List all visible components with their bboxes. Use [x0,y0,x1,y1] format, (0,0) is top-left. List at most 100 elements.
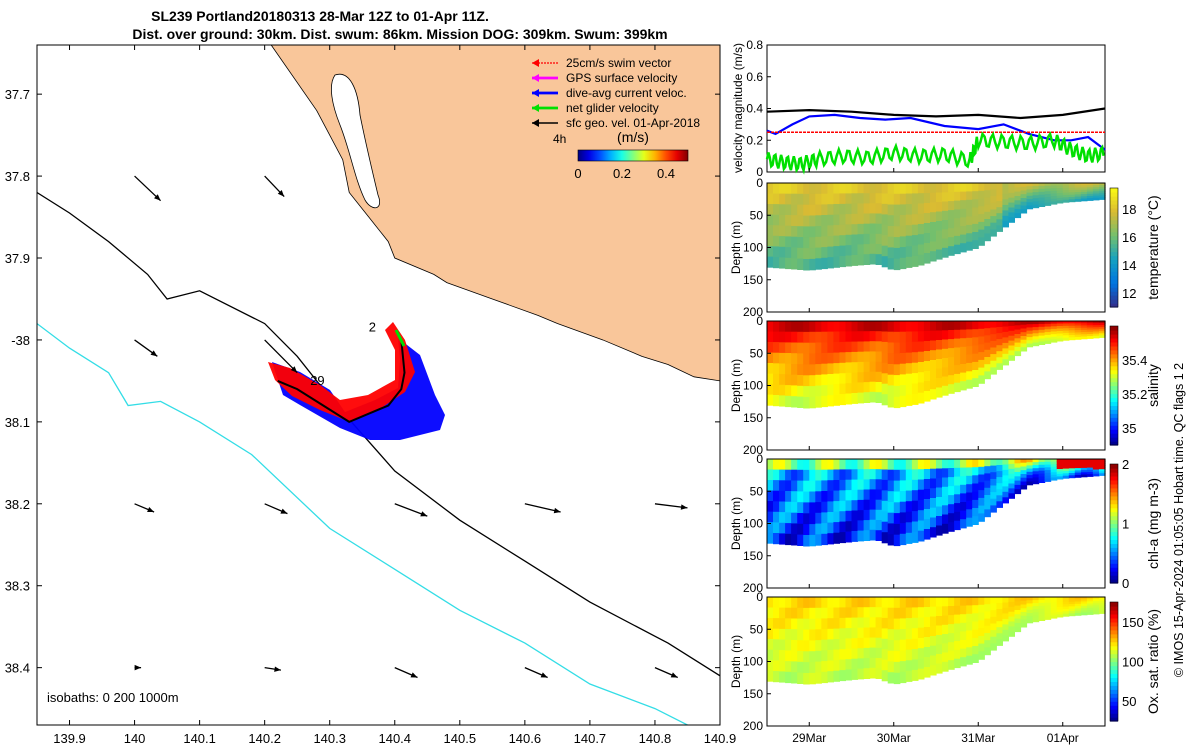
section-cell [875,617,883,629]
section-cell [821,650,828,662]
section-cell [1050,474,1058,478]
section-cell [936,635,943,646]
section-cell [785,321,792,333]
section-cell [845,183,853,194]
section-cell [773,628,780,640]
section-cell [996,627,1003,634]
section-cell [779,469,786,481]
colorbar-tick-label: 0 [1122,576,1129,591]
section-cell [821,353,828,365]
section-cell [1092,603,1100,606]
section-cell [779,459,786,471]
section-cell [1050,336,1058,340]
section-cell [984,604,991,612]
section-cell [809,524,816,536]
section-cell [839,597,846,608]
section-cell [827,628,834,640]
section-cell [917,520,925,532]
section-cell [972,475,979,485]
section-cell [857,213,865,225]
section-cell [887,247,895,259]
section-cell [1080,327,1088,331]
section-cell [821,236,828,248]
section-cell [851,183,859,194]
section-cell [972,613,979,623]
colorbar-cell [1110,303,1118,308]
section-cell [1026,340,1034,345]
section-cell [893,651,901,663]
section-cell [1044,334,1052,339]
section-cell [1056,328,1064,332]
section-cell [821,183,828,195]
section-cell [785,491,792,503]
section-cell [851,393,859,404]
section-cell [1086,193,1094,197]
section-cell [954,373,961,384]
section-cell [869,391,877,403]
section-cell [911,203,919,215]
section-cell [1086,597,1094,600]
section-cell [827,501,834,513]
section-cell [1020,339,1028,344]
section-cell [984,357,991,365]
section-cell [942,220,949,230]
section-cell [833,670,840,682]
section-cell [1002,491,1009,498]
section-cell [809,662,816,674]
section-cell [942,468,949,479]
section-cell [767,670,774,682]
section-cell [960,484,967,494]
section-cell [960,502,967,512]
section-cell [930,241,937,252]
section-cell [917,372,925,383]
section-cell [1099,197,1106,200]
section-cell [833,660,840,672]
section-cell [851,520,859,532]
section-cell [972,329,979,338]
section-cell [815,459,822,471]
section-cell [954,365,961,375]
section-cell [1020,336,1028,341]
section-cell [833,639,840,651]
section-cell [887,226,895,238]
section-cell [803,397,810,409]
section-cell [1014,321,1022,326]
section-cell [1008,355,1015,361]
section-cell [966,509,973,519]
section-cell [1056,183,1064,187]
section-cell [887,215,895,227]
section-cell [1038,329,1046,334]
section-cell [893,193,901,206]
colorbar-cell [1110,527,1118,533]
section-cell [839,469,846,481]
section-cell [905,352,913,364]
geo-vector-head [680,504,688,510]
section-cell [984,226,991,234]
section-cell [845,531,853,543]
section-cell [1044,321,1052,325]
section-cell [785,331,792,343]
section-cell [1044,597,1052,601]
section-cell [1062,328,1070,332]
section-cell [984,473,991,482]
colorbar-cell [1110,705,1118,710]
section-cell [857,627,865,639]
section-cell [1092,195,1100,199]
section-cell [845,255,853,267]
section-cell [791,321,798,333]
section-cell [948,660,955,670]
section-cell [797,597,804,609]
section-cell [899,469,907,481]
section-cell [833,394,840,406]
section-cell [791,385,798,397]
section-cell [845,648,853,660]
section-cell [1062,337,1070,341]
map-frame [36,44,721,726]
section-cell [1092,461,1100,464]
section-cell [1099,187,1106,190]
section-cell [815,236,822,249]
section-cell [1050,326,1058,330]
section-cell [773,384,780,396]
section-cell [785,363,792,375]
section-cell [821,639,828,651]
